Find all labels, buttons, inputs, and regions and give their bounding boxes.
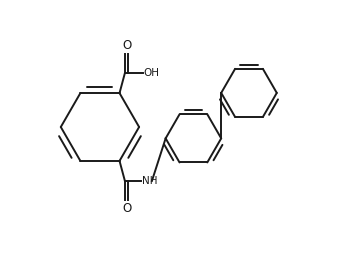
Text: NH: NH [142, 176, 157, 186]
Text: O: O [122, 202, 131, 215]
Text: O: O [122, 39, 131, 52]
Text: OH: OH [144, 68, 160, 78]
